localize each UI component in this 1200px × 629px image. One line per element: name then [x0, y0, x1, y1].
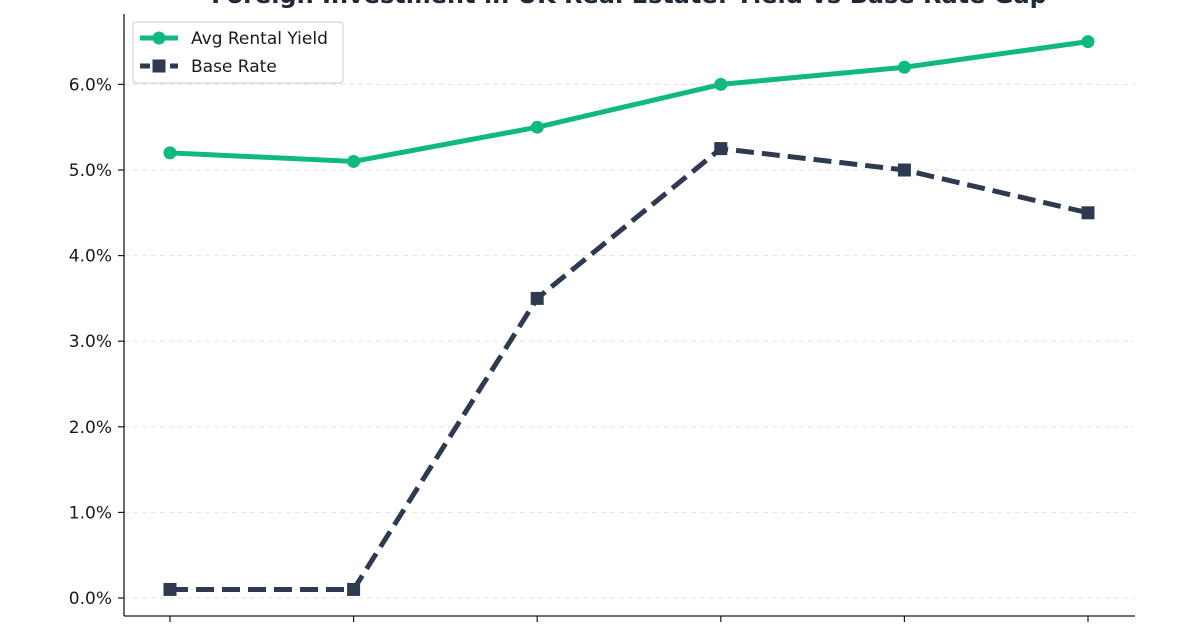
data-point: [714, 142, 728, 156]
series-line: [170, 146, 1089, 592]
gridlines: [124, 83, 1135, 599]
data-point: [1081, 206, 1095, 220]
data-point: [530, 120, 544, 134]
data-point: [530, 291, 544, 305]
data-point: [347, 582, 361, 596]
chart-title: Foreign Investment in UK Real Estate: Yi…: [211, 0, 1047, 9]
legend-marker: [152, 59, 166, 73]
series-base-rate: [163, 142, 1095, 596]
series-line: [169, 39, 1089, 164]
data-point: [714, 77, 728, 91]
y-tick-label: 2.0%: [69, 418, 112, 438]
data-point: [897, 163, 911, 177]
y-tick-label: 1.0%: [69, 503, 112, 523]
legend: Avg Rental Yield Base Rate: [132, 21, 344, 84]
y-tick-label: 0.0%: [69, 589, 112, 609]
data-point: [163, 582, 177, 596]
legend-label: Base Rate: [191, 57, 277, 77]
y-tick-label: 4.0%: [69, 247, 112, 267]
legend-label: Avg Rental Yield: [191, 29, 328, 49]
series: [163, 35, 1095, 596]
legend-marker: [152, 31, 166, 45]
y-tick-label: 6.0%: [69, 75, 112, 95]
x-ticks: [169, 616, 1089, 622]
series-avg-rental-yield: [163, 35, 1095, 168]
y-tick-label: 3.0%: [69, 332, 112, 352]
data-point: [163, 146, 177, 160]
y-ticks: 0.0% 1.0% 2.0% 3.0% 4.0% 5.0% 6.0%: [69, 75, 124, 609]
data-point: [1081, 35, 1095, 49]
y-tick-label: 5.0%: [69, 161, 112, 181]
data-point: [347, 154, 361, 168]
data-point: [897, 60, 911, 74]
axes: [123, 14, 1135, 617]
legend-box: [132, 21, 344, 84]
